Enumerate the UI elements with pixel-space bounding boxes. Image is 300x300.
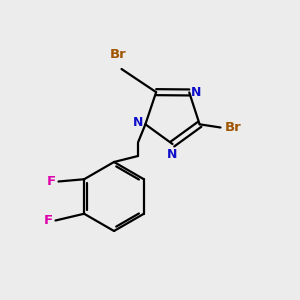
Text: N: N [133, 116, 143, 129]
Text: F: F [44, 214, 53, 227]
Text: Br: Br [225, 121, 242, 134]
Text: N: N [191, 86, 201, 99]
Text: Br: Br [110, 49, 126, 62]
Text: F: F [47, 175, 56, 188]
Text: N: N [167, 148, 178, 160]
